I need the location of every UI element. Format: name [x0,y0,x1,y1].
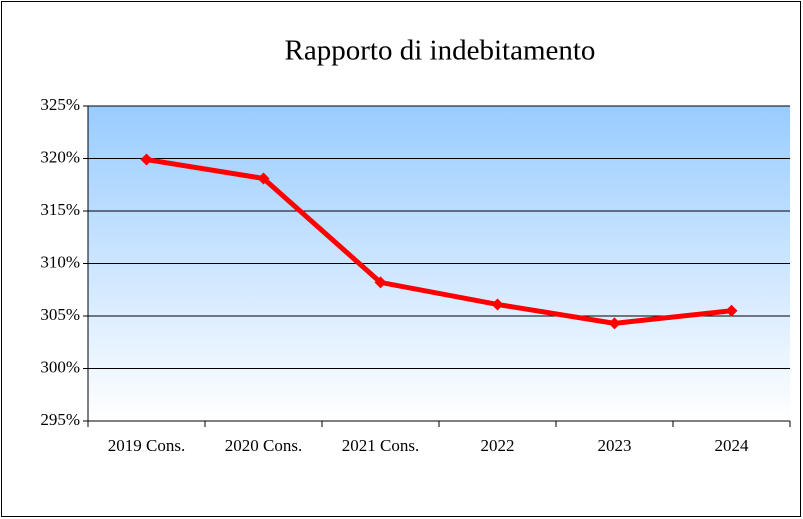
y-tick-label: 315% [40,200,80,219]
x-tick-label: 2019 Cons. [108,436,185,455]
y-tick-label: 320% [40,147,80,166]
y-tick-label: 310% [40,252,80,271]
y-tick-label: 305% [40,305,80,324]
x-tick-label: 2024 [715,436,750,455]
marker [491,298,504,311]
marker [374,276,387,289]
y-tick-label: 300% [40,357,80,376]
x-tick-label: 2022 [481,436,515,455]
marker [257,172,270,185]
y-tick-label: 325% [40,95,80,114]
x-tick-label: 2023 [598,436,632,455]
x-tick-label: 2021 Cons. [342,436,419,455]
marker [140,153,153,166]
marker [725,304,738,317]
marker [608,317,621,330]
x-tick-label: 2020 Cons. [225,436,302,455]
y-tick-label: 295% [40,410,80,429]
chart-title: Rapporto di indebitamento [285,35,596,67]
series-line [146,157,732,326]
